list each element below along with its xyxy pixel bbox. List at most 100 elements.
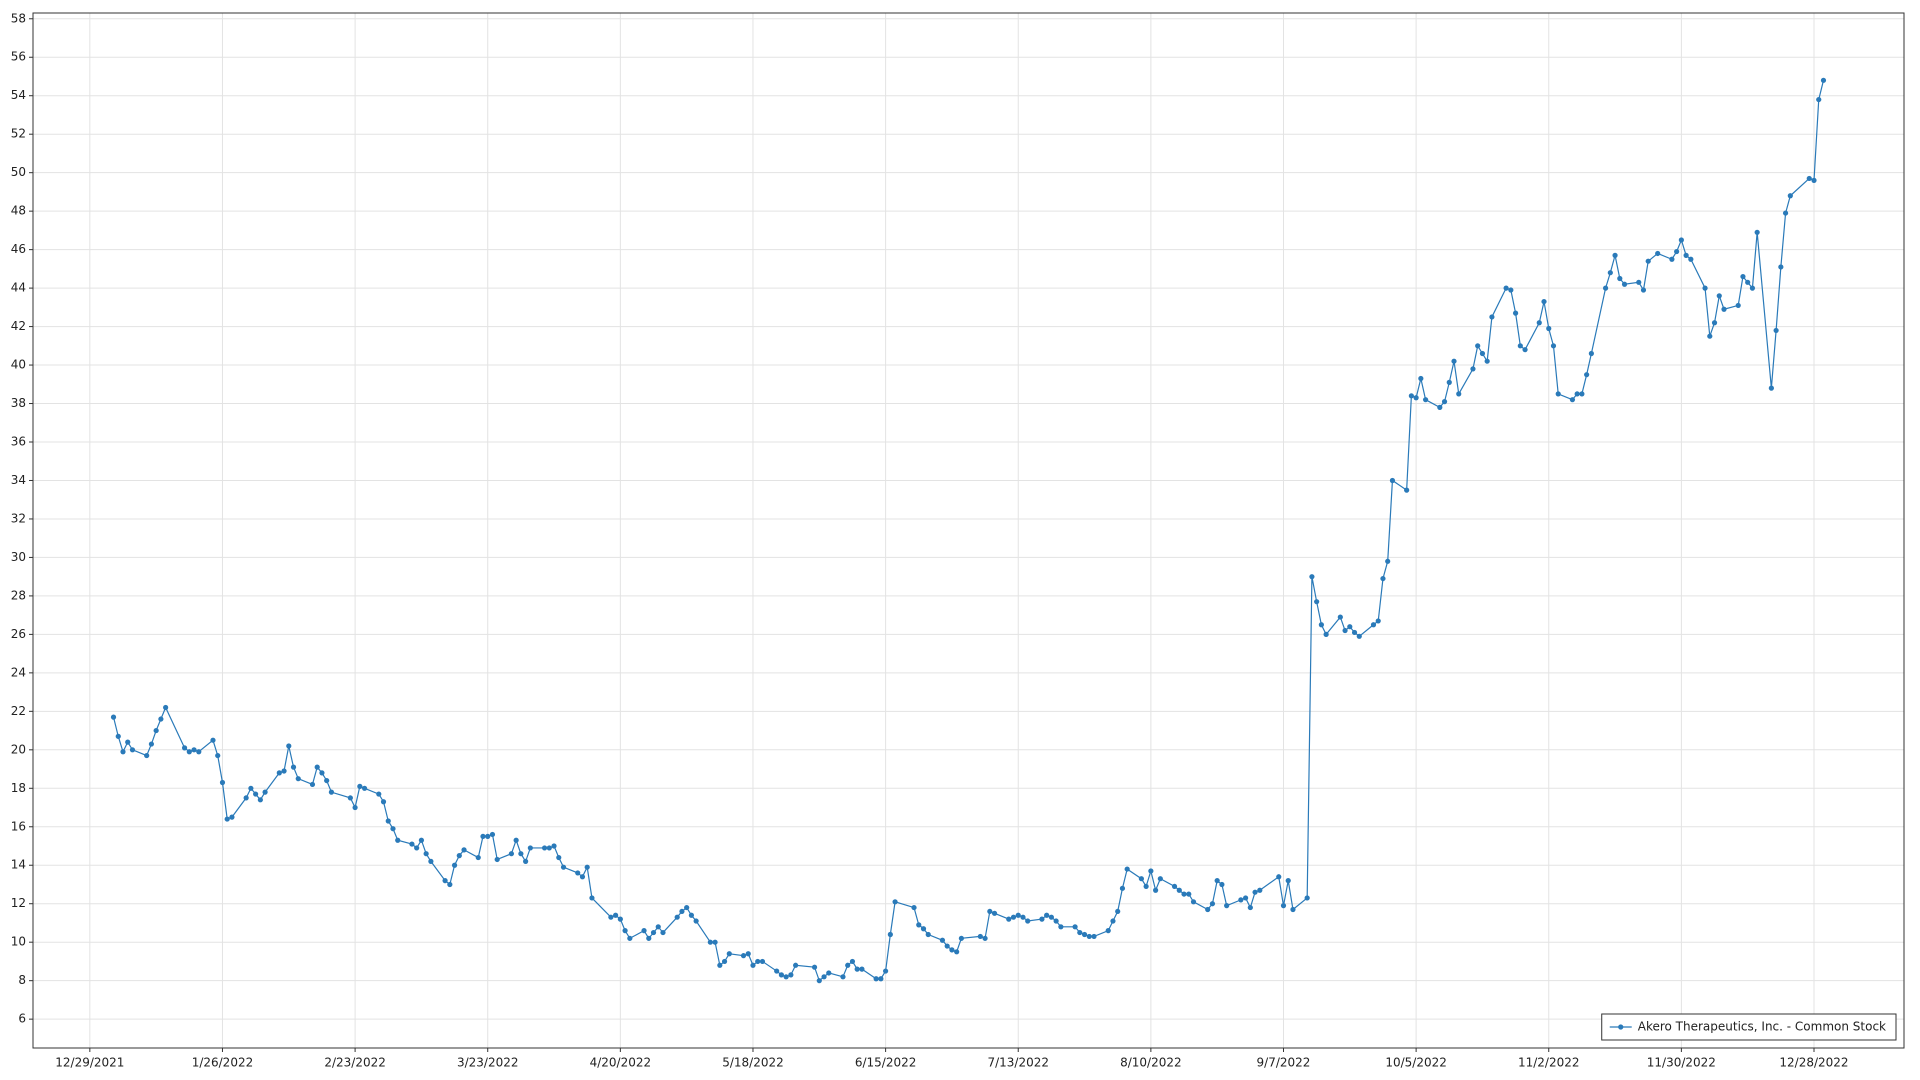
data-point xyxy=(854,966,860,972)
data-point xyxy=(309,781,316,788)
y-tick-label: 26 xyxy=(11,627,26,641)
y-tick-label: 44 xyxy=(11,281,26,295)
y-tick-label: 18 xyxy=(11,781,26,795)
data-point xyxy=(158,716,164,722)
data-point xyxy=(475,854,481,861)
y-tick-label: 38 xyxy=(11,396,26,410)
y-tick-label: 28 xyxy=(11,588,26,602)
data-point xyxy=(319,770,325,776)
data-point xyxy=(655,924,661,930)
data-point xyxy=(1716,293,1722,299)
data-point xyxy=(324,777,330,784)
data-point xyxy=(409,841,415,847)
data-point xyxy=(1375,618,1381,624)
data-point xyxy=(726,951,732,957)
data-point xyxy=(1707,333,1713,339)
data-point xyxy=(778,972,785,978)
data-point xyxy=(1186,891,1192,897)
data-point xyxy=(887,931,893,938)
data-point xyxy=(1574,391,1580,397)
data-point xyxy=(712,939,718,945)
data-point xyxy=(243,795,249,801)
data-point xyxy=(1115,908,1121,915)
data-point xyxy=(617,916,623,922)
data-point xyxy=(1674,248,1680,255)
data-point xyxy=(1238,897,1244,903)
data-point xyxy=(579,874,586,880)
data-point xyxy=(1745,279,1751,285)
data-point xyxy=(395,837,401,843)
data-point xyxy=(215,752,221,759)
data-point xyxy=(1347,624,1353,630)
data-point xyxy=(575,870,581,876)
data-point xyxy=(660,929,666,936)
data-point xyxy=(1143,883,1149,890)
data-point xyxy=(1044,912,1050,918)
data-point xyxy=(1811,177,1817,183)
data-point xyxy=(376,791,382,797)
data-point xyxy=(954,949,960,955)
x-tick-label: 10/5/2022 xyxy=(1385,1056,1447,1070)
y-tick-label: 50 xyxy=(11,165,26,179)
data-point xyxy=(1711,320,1718,326)
data-point xyxy=(944,943,950,949)
data-point xyxy=(513,837,519,843)
data-point xyxy=(480,833,486,839)
data-point xyxy=(793,962,799,968)
data-point xyxy=(129,747,136,753)
y-tick-label: 8 xyxy=(18,973,26,987)
data-point xyxy=(1683,252,1689,258)
data-point xyxy=(608,914,614,920)
y-tick-label: 36 xyxy=(11,435,26,449)
data-point xyxy=(1053,918,1059,924)
data-point xyxy=(987,908,993,915)
data-point xyxy=(110,714,117,720)
data-point xyxy=(1280,903,1287,909)
data-point xyxy=(1740,273,1746,280)
data-point xyxy=(873,976,879,982)
data-point xyxy=(1413,395,1419,401)
y-tick-label: 32 xyxy=(11,511,26,525)
data-point xyxy=(1536,320,1542,326)
data-point xyxy=(920,926,927,932)
data-point xyxy=(1456,391,1462,397)
x-tick-label: 2/23/2022 xyxy=(324,1056,386,1070)
x-tick-label: 11/30/2022 xyxy=(1647,1056,1716,1070)
data-point xyxy=(1546,325,1552,332)
data-point xyxy=(1636,279,1642,285)
data-point xyxy=(911,904,917,911)
data-point xyxy=(1607,270,1613,276)
data-point xyxy=(1602,285,1609,291)
y-tick-label: 20 xyxy=(11,742,26,756)
y-tick-label: 14 xyxy=(11,858,26,872)
data-point xyxy=(1735,302,1741,309)
y-tick-label: 40 xyxy=(11,358,26,372)
data-point xyxy=(1588,350,1594,357)
x-tick-label: 3/23/2022 xyxy=(457,1056,519,1070)
data-point xyxy=(144,752,150,759)
data-point xyxy=(1247,904,1253,911)
data-point xyxy=(1451,358,1457,364)
y-tick-label: 16 xyxy=(11,819,26,833)
data-point xyxy=(679,908,685,915)
data-point xyxy=(541,845,548,851)
data-point xyxy=(428,858,434,864)
data-point xyxy=(1806,175,1812,182)
data-point xyxy=(1475,343,1481,349)
data-point xyxy=(1356,633,1362,639)
legend: Akero Therapeutics, Inc. - Common Stock xyxy=(1601,1013,1897,1041)
data-point xyxy=(1512,310,1519,316)
data-point xyxy=(210,737,216,743)
data-point xyxy=(1702,285,1708,291)
data-point xyxy=(1058,924,1064,930)
data-point xyxy=(1153,887,1159,893)
data-point xyxy=(1669,256,1675,262)
data-point xyxy=(380,799,387,805)
data-point xyxy=(186,749,192,755)
data-point xyxy=(286,743,292,749)
data-point xyxy=(845,962,851,968)
data-point xyxy=(290,764,297,770)
data-point xyxy=(1039,916,1045,922)
data-point xyxy=(1768,385,1774,391)
